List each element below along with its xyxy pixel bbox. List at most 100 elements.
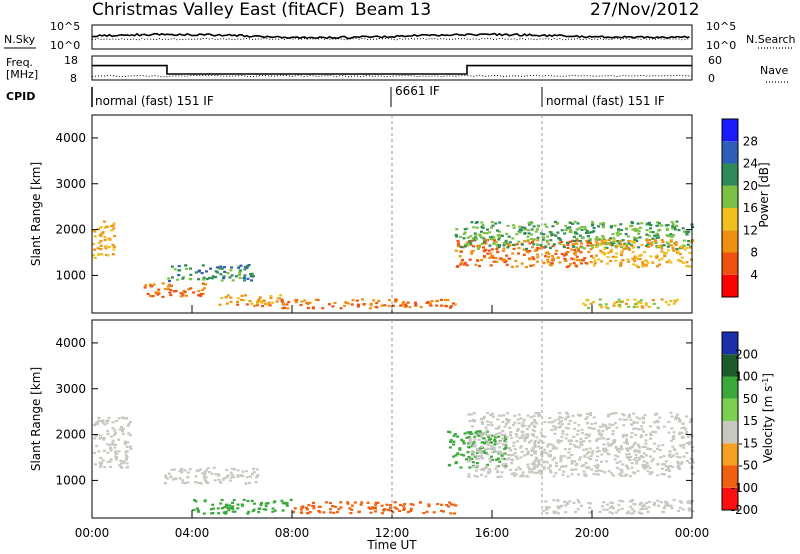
velocity-cell bbox=[594, 422, 597, 425]
y-tick-label: 3000 bbox=[55, 382, 86, 396]
power-cell bbox=[477, 247, 480, 250]
velocity-cell bbox=[514, 455, 518, 458]
power-cell bbox=[253, 304, 257, 307]
power-cell bbox=[181, 294, 185, 297]
velocity-cell bbox=[452, 455, 456, 458]
velocity-cell bbox=[255, 476, 259, 479]
power-cell bbox=[490, 248, 494, 251]
velocity-cell bbox=[598, 437, 602, 440]
power-cell bbox=[218, 303, 222, 306]
noise-panel-frame bbox=[91, 24, 693, 50]
power-cell bbox=[549, 231, 553, 234]
velocity-colorbar-swatch bbox=[722, 354, 738, 377]
velocity-cell bbox=[225, 504, 229, 508]
power-cell bbox=[242, 277, 246, 280]
power-cell bbox=[192, 291, 196, 294]
velocity-cell bbox=[359, 503, 363, 506]
power-cell bbox=[646, 222, 650, 225]
velocity-cell bbox=[479, 417, 483, 421]
power-cell bbox=[534, 230, 538, 233]
power-cell bbox=[440, 304, 444, 307]
velocity-cell bbox=[568, 447, 571, 451]
power-cell bbox=[598, 298, 602, 301]
power-cell bbox=[518, 225, 522, 228]
velocity-cell bbox=[271, 507, 275, 510]
velocity-cell bbox=[491, 458, 495, 461]
power-cell bbox=[590, 255, 593, 258]
power-cell bbox=[597, 225, 600, 228]
velocity-cell bbox=[227, 509, 231, 512]
velocity-cell bbox=[496, 427, 500, 430]
power-cell bbox=[589, 241, 593, 244]
velocity-cell bbox=[578, 458, 582, 461]
velocity-cell bbox=[475, 430, 479, 433]
power-cell bbox=[527, 232, 531, 235]
velocity-cell bbox=[642, 430, 645, 433]
velocity-cell bbox=[228, 504, 232, 507]
cpid-panel: CPID normal (fast) 151 IF 6661 IF normal… bbox=[6, 84, 665, 108]
power-cell bbox=[484, 242, 488, 245]
velocity-cell bbox=[666, 504, 670, 507]
velocity-cell bbox=[566, 475, 570, 478]
power-cell bbox=[536, 243, 540, 246]
velocity-cell bbox=[505, 436, 509, 439]
velocity-cell bbox=[656, 463, 660, 466]
power-cell bbox=[240, 298, 244, 301]
velocity-cell bbox=[648, 425, 652, 428]
velocity-cell bbox=[452, 440, 456, 443]
power-cell bbox=[515, 265, 519, 268]
freq-panel: Freq. [MHz] 18 8 60 0 Nave bbox=[6, 54, 788, 85]
power-cell bbox=[570, 257, 574, 260]
velocity-cell bbox=[489, 447, 492, 451]
power-cell bbox=[582, 259, 586, 262]
power-cell bbox=[635, 256, 638, 259]
power-cell bbox=[604, 306, 608, 309]
velocity-cell bbox=[676, 417, 680, 420]
velocity-cell bbox=[656, 420, 659, 424]
power-cell bbox=[673, 228, 677, 231]
power-cell bbox=[602, 239, 606, 243]
velocity-cell bbox=[129, 445, 132, 448]
power-cell bbox=[579, 262, 583, 265]
date-label: 27/Nov/2012 bbox=[590, 0, 700, 20]
power-cell bbox=[167, 277, 171, 280]
velocity-cell bbox=[638, 503, 642, 506]
velocity-cell bbox=[532, 433, 535, 436]
power-cell bbox=[664, 301, 668, 304]
velocity-cell bbox=[492, 446, 496, 449]
velocity-cell bbox=[660, 473, 664, 476]
velocity-cell bbox=[440, 503, 444, 506]
power-cell bbox=[496, 251, 500, 254]
velocity-cell bbox=[498, 450, 502, 453]
power-cell bbox=[565, 250, 569, 253]
power-cell bbox=[533, 249, 537, 252]
velocity-cell bbox=[473, 474, 477, 477]
velocity-cell bbox=[491, 434, 495, 437]
power-cell bbox=[637, 300, 641, 303]
velocity-cell bbox=[645, 501, 649, 505]
y-tick-label: 2000 bbox=[55, 223, 86, 237]
power-cell bbox=[664, 224, 668, 227]
velocity-cell bbox=[183, 469, 187, 472]
velocity-cell bbox=[505, 458, 509, 461]
velocity-cell bbox=[510, 472, 514, 475]
power-cell bbox=[603, 242, 606, 245]
velocity-colorbar-swatch bbox=[722, 398, 738, 421]
power-cell bbox=[593, 262, 597, 265]
power-cell bbox=[351, 299, 355, 302]
velocity-cell bbox=[473, 438, 477, 441]
velocity-cell bbox=[224, 503, 228, 506]
velocity-cell bbox=[478, 430, 482, 433]
velocity-cell bbox=[553, 447, 557, 450]
velocity-cell bbox=[436, 503, 440, 506]
power-cell bbox=[558, 238, 562, 241]
power-cell bbox=[545, 239, 549, 242]
velocity-cell bbox=[106, 451, 110, 454]
power-cell bbox=[633, 259, 637, 263]
velocity-cell bbox=[480, 435, 484, 438]
power-cell bbox=[653, 234, 657, 237]
velocity-cell bbox=[557, 507, 561, 510]
velocity-cell bbox=[607, 413, 611, 416]
power-cell bbox=[602, 226, 605, 229]
power-cell bbox=[502, 244, 506, 247]
